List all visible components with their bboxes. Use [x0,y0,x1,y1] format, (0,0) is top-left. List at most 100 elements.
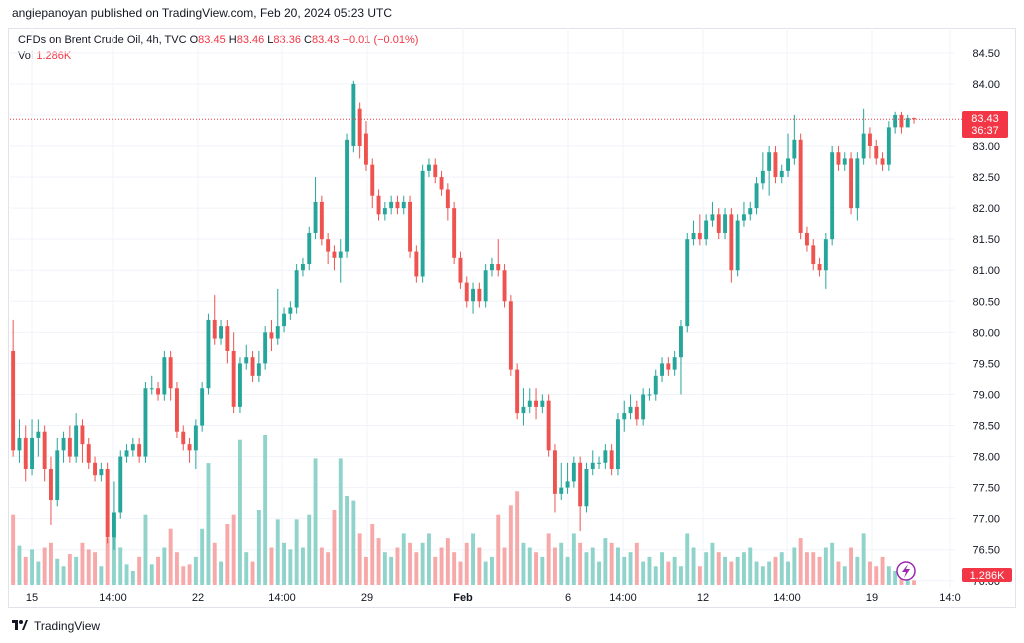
candle-body [93,462,98,476]
candle-body [319,201,324,240]
open-label: O [189,34,199,46]
volume-bar [269,547,274,585]
volume-bar [584,552,589,585]
candle-body [590,462,595,469]
candle-body [855,158,860,209]
volume-bar [893,570,898,585]
time-axis[interactable]: 15 14:00 22 14:00 29 Feb 6 14:00 12 14:00 19 14:0 [26,592,961,604]
high-label: H [228,34,237,46]
candle-body [685,239,690,327]
candle-body [502,270,507,302]
x-tick-label: 22 [192,592,204,604]
volume-bar [729,561,734,585]
y-tick-label: 77.00 [972,514,1000,526]
candle-body [804,232,809,246]
volume-bar [508,505,513,585]
volume-bar [48,542,53,585]
candle-body [181,431,186,445]
volume-bar [527,547,532,585]
volume-bar [552,547,557,585]
volume-bar [433,556,438,585]
chart-frame [8,28,1016,608]
tradingview-logo-icon[interactable] [12,620,28,632]
price-tag-box [962,111,1008,138]
close-label: C [304,34,312,46]
candle-body [534,400,539,407]
volume-bar [118,547,123,585]
volume-bar [842,566,847,585]
volume-bar [534,552,539,585]
candle-body [628,406,633,414]
volume-bar [874,566,879,585]
volume-bar [849,547,854,585]
y-tick-label: 84.00 [972,79,1000,91]
candle-body [578,462,583,507]
y-tick-label: 82.50 [972,172,1000,184]
volume-bar [811,552,816,585]
volume-bar [653,566,658,585]
volume-bar [307,514,312,585]
candle-body [389,201,394,209]
volume-bar [773,556,778,585]
volume-bar [111,533,116,585]
volume-bar [685,533,690,585]
candle-body [156,388,161,395]
candle-body [149,388,154,390]
candle-body [137,444,142,457]
volume-bar [615,547,620,585]
candle-body [880,158,885,165]
candle-body [559,487,564,494]
x-tick-label: 14:0 [939,592,960,604]
candle-body [458,257,463,283]
candle-body [842,158,847,165]
volume-bar [741,552,746,585]
volume-bar [225,524,230,585]
candle-body [741,214,746,221]
volume-bar [603,538,608,585]
volume-bar [67,554,72,585]
y-tick-label: 82.00 [972,203,1000,215]
volume-bar [452,552,457,585]
x-tick-label: 15 [26,592,38,604]
candle-body [697,232,702,240]
volume-bar [798,538,803,585]
x-tick-label: 14:00 [268,592,296,604]
candle-body [527,400,532,407]
candle-body [231,350,236,407]
volume-bar [408,542,413,585]
x-tick-label: 14:00 [609,592,637,604]
volume-bar [61,566,66,585]
volume-bar [678,566,683,585]
volume-bar [571,533,576,585]
candle-body [830,152,835,240]
candle-body [370,164,375,196]
y-tick-label: 80.50 [972,296,1000,308]
candle-body [174,388,179,432]
y-tick-label: 78.50 [972,421,1000,433]
volume-bar [666,561,671,585]
candle-body [439,177,444,190]
volume-bar [565,556,570,585]
candle-body [143,388,148,457]
volume-bar [792,547,797,585]
volume-bar [332,510,337,585]
candle-body [452,208,457,258]
candle-body [61,437,66,451]
volume-bar [23,556,28,585]
lightning-icon[interactable] [896,561,916,581]
volume-bar [559,542,564,585]
volume-bar [804,552,809,585]
volume-bar [691,547,696,585]
volume-bar [622,556,627,585]
volume-bar [86,549,91,585]
x-tick-label: 12 [697,592,709,604]
candle-body [206,319,211,389]
candle-body [275,326,280,339]
candle-body [754,183,759,209]
candle-body [212,319,217,339]
candle-body [471,288,476,302]
candle-body [11,350,16,451]
candle-body [905,118,910,128]
volume-bar [767,561,772,585]
